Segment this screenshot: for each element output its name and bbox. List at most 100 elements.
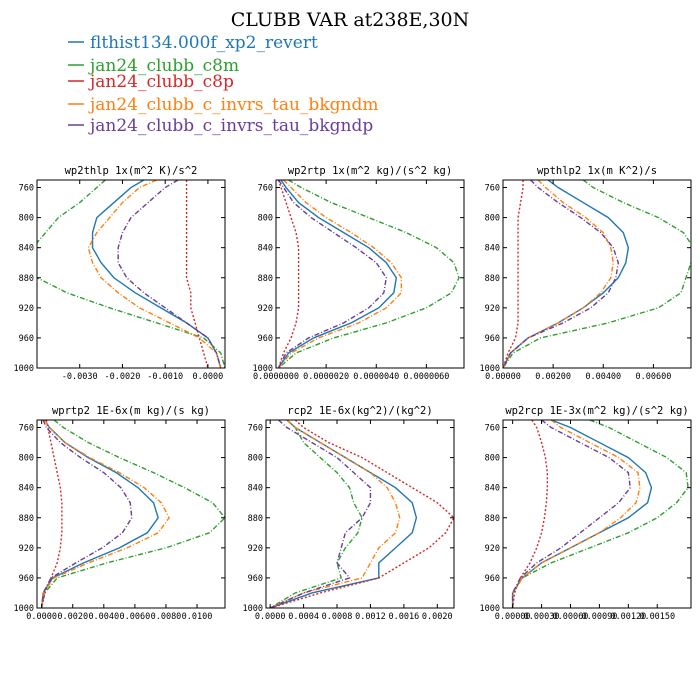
- panel-title: wp2rcp 1E-3x(m^2 kg)/(s^2 kg): [505, 405, 688, 417]
- y-tick-label: 840: [485, 244, 500, 254]
- series-line-5: [117, 180, 222, 368]
- x-tick-label: 0.0016: [389, 612, 420, 622]
- x-tick-label: 0.0000040: [353, 372, 399, 382]
- y-tick-label: 760: [485, 184, 500, 194]
- y-tick-label: 920: [19, 544, 34, 554]
- y-tick-label: 960: [19, 334, 34, 344]
- plot-frame: [502, 419, 692, 609]
- legend-item-3: jan24_clubb_c8p: [68, 72, 234, 92]
- series-line-2: [511, 420, 689, 608]
- panel-4: wprtp2 1E-6x(m kg)/(s kg) 760 800 840 880 920…: [14, 405, 226, 622]
- x-tick-label: 0.00090: [581, 612, 617, 622]
- panel-2: wp2rtp 1x(m^2 kg)/(s^2 kg) 760 800 840 880 92…: [253, 165, 465, 382]
- series-line-2: [503, 180, 691, 368]
- x-tick-label: 0.00150: [639, 612, 675, 622]
- y-tick-label: 800: [258, 214, 273, 224]
- series-line-1: [503, 180, 630, 368]
- series-line-3: [40, 420, 63, 608]
- x-tick-label: 0.0020: [422, 612, 453, 622]
- panel-title: wpthlp2 1x(m K^2)/s: [537, 165, 657, 177]
- x-tick-label: 0.00400: [585, 372, 621, 382]
- series-line-4: [87, 180, 222, 368]
- x-tick-label: 0.00000: [485, 372, 521, 382]
- panel-3: wpthlp2 1x(m K^2)/s 760 800 840 880 920 960 100…: [480, 165, 692, 382]
- x-tick-label: 0.0000: [26, 612, 57, 622]
- x-tick-label: -0.0010: [147, 372, 183, 382]
- series-line-4: [503, 180, 614, 368]
- panel-1: wp2thlp 1x(m^2 K)/s^2 760 800 840 880 920 960 1…: [14, 165, 226, 382]
- legend-label: flthist134.000f_xp2_revert: [90, 33, 318, 53]
- series-line-5: [503, 180, 620, 368]
- x-tick-label: 0.00060: [553, 612, 589, 622]
- y-tick-label: 920: [485, 304, 500, 314]
- x-tick-label: 0.0040: [88, 612, 119, 622]
- y-tick-label: 840: [19, 484, 34, 494]
- y-tick-label: 800: [248, 454, 263, 464]
- y-tick-label: 1000: [243, 604, 263, 614]
- plot-frame: [275, 179, 465, 369]
- x-tick-label: 0.00600: [635, 372, 671, 382]
- y-tick-label: 880: [19, 514, 34, 524]
- x-tick-label: 0.0000: [193, 372, 224, 382]
- y-tick-label: 1000: [14, 604, 34, 614]
- y-tick-label: 920: [248, 544, 263, 554]
- y-tick-label: 800: [19, 454, 34, 464]
- series-line-2: [37, 180, 225, 368]
- series-line-1: [40, 420, 159, 608]
- x-tick-label: 0.0012: [355, 612, 386, 622]
- x-tick-label: 0.0020: [57, 612, 88, 622]
- series-line-1: [269, 420, 418, 608]
- series-line-1: [277, 180, 398, 368]
- legend-item-2: jan24_clubb_c8m: [68, 56, 239, 76]
- panel-6: wp2rcp 1E-3x(m^2 kg)/(s^2 kg) 760 800 840 88…: [480, 405, 692, 622]
- y-tick-label: 1000: [480, 604, 500, 614]
- y-tick-label: 880: [485, 514, 500, 524]
- legend-item-5: jan24_clubb_c_invrs_tau_bkgndp: [68, 116, 373, 136]
- y-tick-label: 1000: [480, 364, 500, 374]
- series-line-3: [277, 180, 300, 368]
- x-tick-label: 0.00200: [535, 372, 571, 382]
- plot-frame: [36, 179, 226, 369]
- x-tick-label: 0.00000: [495, 612, 531, 622]
- series-line-4: [40, 420, 170, 608]
- y-tick-label: 1000: [14, 364, 34, 374]
- y-tick-label: 840: [19, 244, 34, 254]
- x-tick-label: -0.0030: [62, 372, 98, 382]
- legend-label: jan24_clubb_c_invrs_tau_bkgndp: [88, 116, 373, 136]
- series-line-3: [511, 420, 549, 608]
- series-group: [511, 420, 689, 608]
- legend-label: jan24_clubb_c8p: [88, 72, 234, 92]
- series-line-2: [278, 180, 460, 368]
- legend-label: jan24_clubb_c_invrs_tau_bkgndm: [88, 95, 378, 115]
- chart-title: CLUBB VAR at238E,30N: [231, 9, 470, 31]
- y-tick-label: 840: [258, 244, 273, 254]
- y-tick-label: 760: [258, 184, 273, 194]
- panel-title: wp2thlp 1x(m^2 K)/s^2: [65, 165, 198, 177]
- x-tick-label: 0.0060: [120, 612, 151, 622]
- legend-label: jan24_clubb_c8m: [88, 56, 239, 76]
- y-tick-label: 880: [258, 274, 273, 284]
- y-tick-label: 840: [248, 484, 263, 494]
- series-line-4: [511, 420, 641, 608]
- series-group: [277, 180, 460, 368]
- y-tick-label: 960: [19, 574, 34, 584]
- series-line-4: [277, 180, 403, 368]
- y-tick-label: 1000: [253, 364, 273, 374]
- series-line-5: [277, 180, 388, 368]
- series-group: [503, 180, 691, 368]
- plot-frame: [502, 179, 692, 369]
- y-tick-label: 760: [248, 424, 263, 434]
- y-tick-label: 960: [485, 334, 500, 344]
- panel-title: wp2rtp 1x(m^2 kg)/(s^2 kg): [288, 165, 452, 177]
- y-tick-label: 800: [19, 214, 34, 224]
- legend-item-4: jan24_clubb_c_invrs_tau_bkgndm: [68, 95, 378, 115]
- y-tick-label: 760: [485, 424, 500, 434]
- series-line-1: [511, 420, 653, 608]
- x-tick-label: 0.0000060: [403, 372, 449, 382]
- x-tick-label: 0.0008: [322, 612, 353, 622]
- y-tick-label: 960: [485, 574, 500, 584]
- series-line-1: [91, 180, 222, 368]
- y-tick-label: 920: [19, 304, 34, 314]
- legend-item-1: flthist134.000f_xp2_revert: [68, 33, 318, 53]
